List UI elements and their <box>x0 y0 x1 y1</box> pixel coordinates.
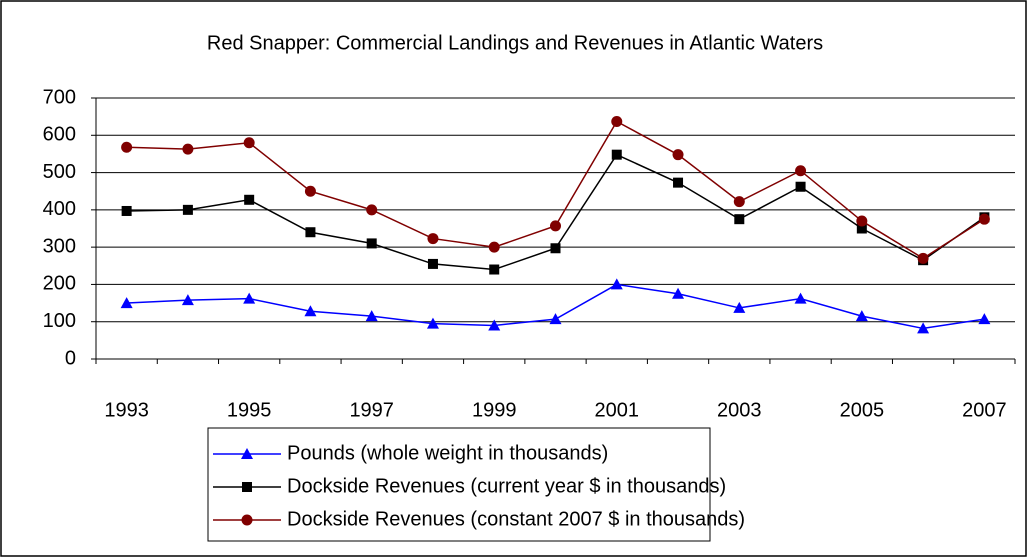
point <box>794 292 807 304</box>
point <box>611 149 622 160</box>
point <box>672 287 685 299</box>
point <box>795 165 807 177</box>
point <box>917 322 930 334</box>
point <box>366 238 377 249</box>
point <box>734 214 745 225</box>
point <box>978 313 991 325</box>
x-tick-label: 1995 <box>227 399 272 421</box>
legend-label: Pounds (whole weight in thousands) <box>287 442 608 464</box>
y-tick-label: 700 <box>43 86 76 108</box>
point <box>795 181 806 192</box>
point <box>426 317 439 329</box>
x-tick-label: 1993 <box>104 399 149 421</box>
legend-marker <box>241 448 253 459</box>
legend-label: Dockside Revenues (current year $ in tho… <box>287 475 726 497</box>
point <box>181 294 194 306</box>
legend-marker <box>242 482 252 492</box>
point <box>488 241 500 253</box>
point <box>611 115 623 127</box>
y-tick-label: 300 <box>43 235 76 257</box>
point <box>427 258 438 269</box>
point <box>243 137 255 149</box>
point <box>304 185 316 197</box>
point <box>733 196 745 208</box>
point <box>365 310 378 322</box>
point <box>120 297 133 309</box>
point <box>550 220 561 232</box>
point <box>366 204 378 216</box>
point <box>121 205 132 216</box>
point <box>856 223 867 234</box>
point <box>733 301 746 313</box>
x-tick-label: 2007 <box>962 399 1007 421</box>
point <box>549 313 562 325</box>
point <box>427 233 439 245</box>
x-tick-label: 1997 <box>349 399 394 421</box>
y-tick-label: 400 <box>43 198 76 220</box>
point <box>855 310 868 322</box>
legend-label: Dockside Revenues (constant 2007 $ in th… <box>287 508 745 530</box>
point <box>305 227 316 238</box>
x-tick-label: 2003 <box>717 399 762 421</box>
x-tick-label: 1999 <box>472 399 517 421</box>
point <box>182 143 194 155</box>
y-tick-label: 600 <box>43 124 76 146</box>
point <box>488 319 501 331</box>
y-tick-label: 100 <box>43 310 76 332</box>
point <box>489 264 500 275</box>
point <box>550 243 561 254</box>
point <box>978 213 990 225</box>
point <box>243 292 256 304</box>
point <box>610 278 623 290</box>
x-tick-label: 2001 <box>595 399 640 421</box>
y-tick-label: 0 <box>65 347 76 369</box>
y-tick-label: 200 <box>43 273 76 295</box>
point <box>672 149 684 161</box>
point <box>121 141 133 153</box>
legend-marker <box>241 514 253 526</box>
point <box>856 215 868 227</box>
point <box>244 194 255 205</box>
point <box>917 252 929 264</box>
chart-title: Red Snapper: Commercial Landings and Rev… <box>207 32 823 54</box>
legend-box <box>207 427 711 542</box>
point <box>182 204 193 215</box>
x-tick-label: 2005 <box>840 399 885 421</box>
point <box>304 305 317 317</box>
point <box>673 177 684 188</box>
y-tick-label: 500 <box>43 161 76 183</box>
